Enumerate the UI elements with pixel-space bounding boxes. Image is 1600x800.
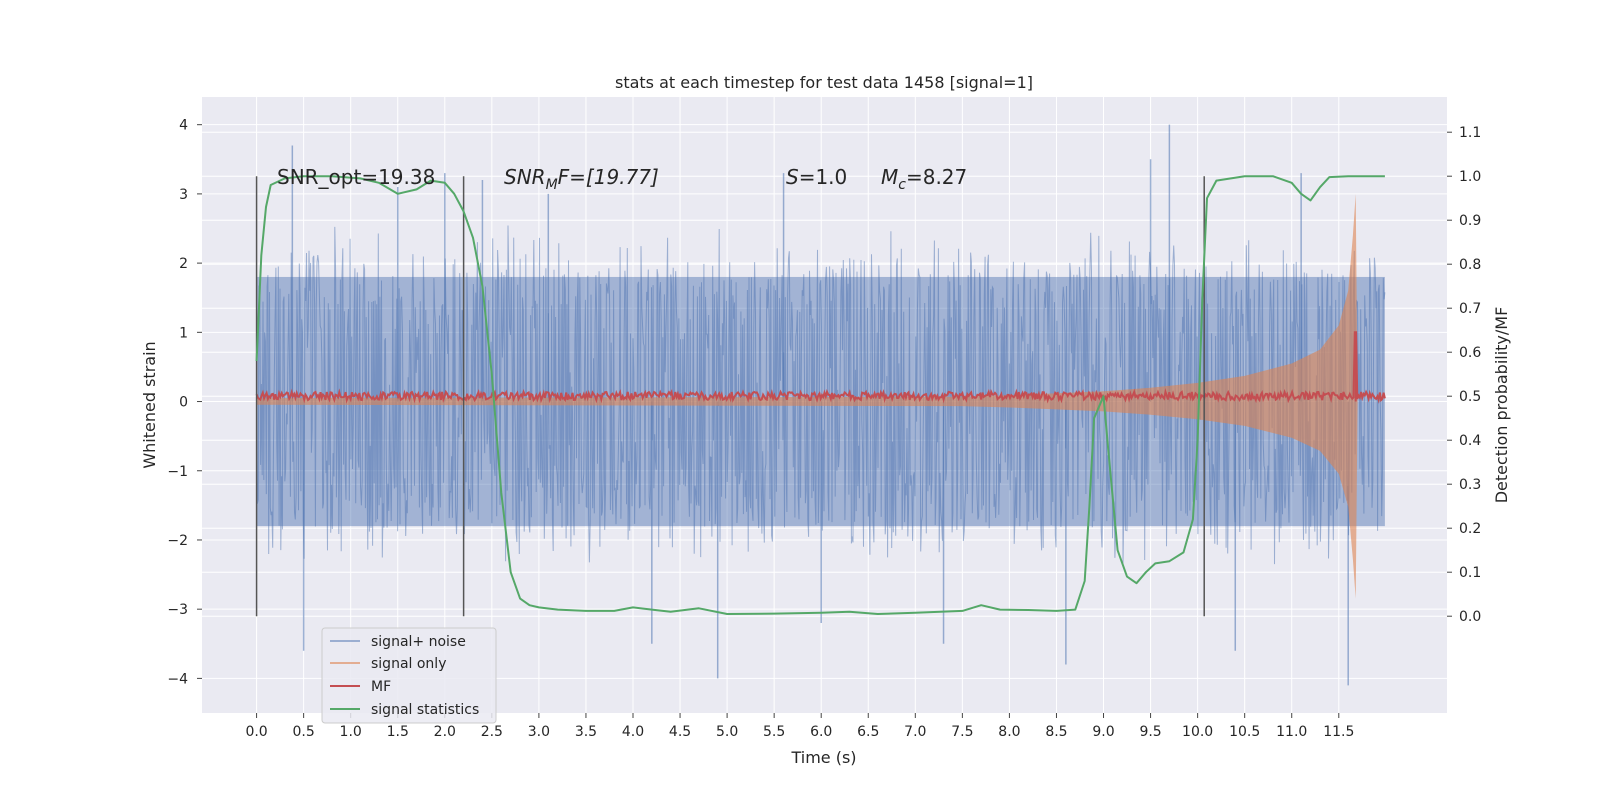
x-tick-label: 7.0 (904, 724, 926, 740)
x-tick-label: 8.0 (998, 724, 1020, 740)
annotation-s-value: =1.0 (799, 165, 848, 189)
y2-tick-label: 0.0 (1459, 609, 1481, 625)
annotation-snr-mf-label: SNR (504, 165, 546, 189)
signal-statistics-series (255, 175, 1385, 615)
annotation-s-label: S (786, 165, 799, 189)
x-tick-label: 9.0 (1092, 724, 1114, 740)
x-tick-label: 7.5 (951, 724, 973, 740)
annotation-snr-mf-rest: F=[19.77] (558, 165, 659, 189)
y2-tick-label: 0.5 (1459, 389, 1481, 405)
y-tick-label: 3 (179, 187, 188, 203)
x-tick-label: 3.0 (528, 724, 550, 740)
x-tick-label: 2.0 (434, 724, 456, 740)
y-axis-right: 1.1 1.0 0.9 0.8 0.7 0.6 0.5 0.4 0.3 0.2 0.1 0.0 (1447, 125, 1481, 625)
x-axis: 0.0 0.5 1.0 1.5 2.0 2.5 3.0 3.5 4.0 4.5 5.0 5.5 6.0 6… (245, 713, 1354, 740)
legend-box (321, 627, 497, 724)
annotation-mc-value: =8.27 (906, 165, 967, 189)
y-tick-label: −1 (167, 464, 188, 480)
chart-title: stats at each timestep for test data 145… (615, 73, 1033, 92)
y-tick-label: 1 (179, 325, 188, 341)
y-tick-label: 0 (179, 395, 188, 411)
x-tick-label: 5.5 (763, 724, 785, 740)
x-tick-label: 8.5 (1045, 724, 1067, 740)
y2-tick-label: 0.8 (1459, 257, 1481, 273)
x-tick-label: 0.5 (292, 724, 314, 740)
x-tick-label: 1.0 (340, 724, 362, 740)
y-axis-label: Whitened strain (140, 341, 159, 468)
mf-line (255, 331, 1386, 404)
x-tick-label: 2.5 (481, 724, 503, 740)
legend-label-mf: MF (371, 679, 391, 695)
annotation-mc: Mc=8.27 (881, 165, 967, 193)
annotation-snr-opt: SNR_opt=19.38 (277, 165, 435, 189)
y2-axis-label: Detection probability/MF (1492, 307, 1511, 504)
mf-series (255, 331, 1386, 404)
y-tick-label: −3 (167, 602, 188, 618)
annotation-mc-sub: c (898, 177, 906, 193)
annotation-mc-label: M (881, 165, 898, 189)
y-tick-label: 2 (179, 256, 188, 272)
annotation-s: S=1.0 (786, 165, 847, 189)
x-tick-label: 1.5 (387, 724, 409, 740)
x-axis-label: Time (s) (790, 748, 856, 767)
y2-tick-label: 0.9 (1459, 213, 1481, 229)
x-tick-label: 6.5 (857, 724, 879, 740)
x-tick-label: 10.5 (1229, 724, 1260, 740)
y2-tick-label: 0.6 (1459, 345, 1481, 361)
y2-tick-label: 0.7 (1459, 301, 1481, 317)
signal-statistics-line (255, 175, 1385, 615)
annotation-snr-mf: SNRMF=[19.77] (504, 165, 659, 193)
y2-tick-label: 1.1 (1459, 125, 1481, 141)
y2-tick-label: 0.3 (1459, 477, 1481, 493)
y-tick-label: −4 (167, 671, 188, 687)
legend: signal+ noise signal only MF signal stat… (321, 627, 497, 724)
x-tick-label: 4.5 (669, 724, 691, 740)
y2-tick-label: 0.2 (1459, 521, 1481, 537)
x-tick-label: 4.0 (622, 724, 644, 740)
y-axis-left: 4 3 2 1 0 −1 −2 −3 −4 (167, 118, 202, 687)
x-tick-label: 10.0 (1182, 724, 1213, 740)
x-tick-label: 0.0 (245, 724, 267, 740)
y-tick-label: 4 (179, 118, 188, 134)
y2-tick-label: 0.4 (1459, 433, 1481, 449)
x-tick-label: 6.0 (810, 724, 832, 740)
x-tick-label: 11.5 (1323, 724, 1354, 740)
x-tick-label: 11.0 (1276, 724, 1307, 740)
y-tick-label: −2 (167, 533, 188, 549)
legend-label-signal-only: signal only (371, 656, 446, 672)
y2-tick-label: 1.0 (1459, 169, 1481, 185)
x-tick-label: 3.5 (575, 724, 597, 740)
legend-label-signal-statistics: signal statistics (371, 702, 479, 718)
annotation-snr-mf-sub: M (546, 177, 558, 193)
legend-label-signal-noise: signal+ noise (371, 634, 466, 650)
x-tick-label: 9.5 (1139, 724, 1161, 740)
y2-tick-label: 0.1 (1459, 565, 1481, 581)
x-tick-label: 5.0 (716, 724, 738, 740)
